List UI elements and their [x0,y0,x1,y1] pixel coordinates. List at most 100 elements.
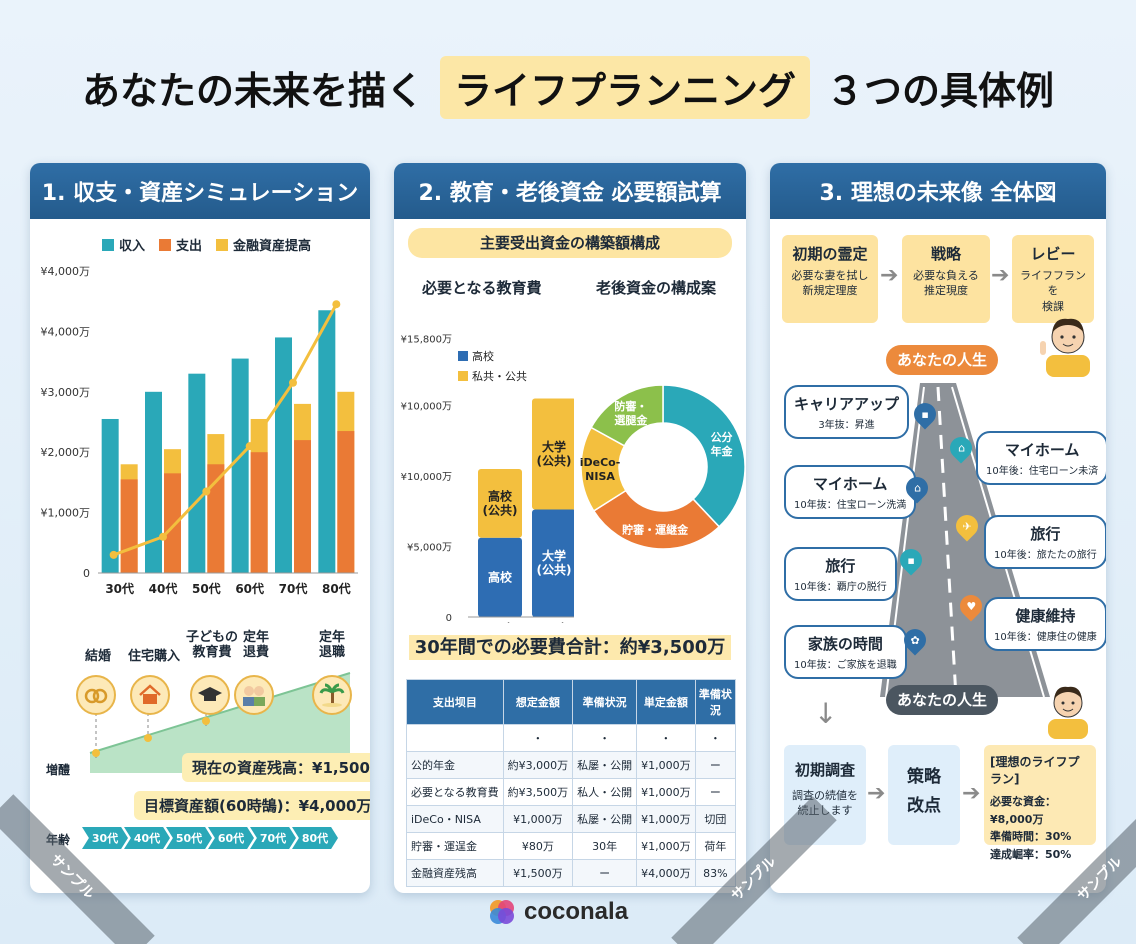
event-education-label: 子どもの 教育費 [185,630,238,660]
income-chart: ¥4,000万 ¥4,000万 ¥3,000万 ¥2,000万 ¥1,000万 0 30代 4… [41,265,358,596]
bar-income [188,373,206,573]
box-strategy-points: 策略 改点 [888,745,960,845]
table-cell: ¥4,000万 [636,859,696,887]
x-tick-label: 70代 [279,581,308,596]
legend-item-expense: 支出 [159,235,202,254]
graduation-cap-icon [190,675,230,715]
ideal-title: [理想のライフプラン] [990,755,1080,786]
bar-segment-base [532,509,574,617]
panel-ideal-future: 3. 理想の未来像 全体図 初期の霊定 必要な妻を拭し 新規定理度 ➔ 戦略 必… [770,163,1106,893]
table-cell: ¥1,000万 [636,832,696,860]
ideal-line: 達成崛率：50% [990,847,1072,861]
step-title: 戦略 [930,245,961,263]
bar-expense [250,452,268,573]
x-tick-label: 60代 [235,581,264,596]
y-tick-label: ¥2,000万 [41,446,91,459]
y-tick-label: ¥1,000万 [41,507,91,520]
y-tick-label: 0 [446,613,452,623]
ideal-line: 必要な資金：¥8,000万 [990,795,1056,826]
x-tick-label: 80代 [322,581,351,596]
headline-highlight: ライフプランニング [439,55,810,119]
bar-segment-label: (公共) [537,562,572,577]
headline-after: ３つの具体例 [826,68,1055,113]
y-tick-label: ¥4,000万 [41,325,91,338]
donut-slice [590,384,664,447]
retirement-heading: 老後資金の構成案 [596,279,717,297]
assets-axis-label: 増醴 [46,763,71,777]
bar-income [145,391,162,573]
table-cell: ・ [502,724,574,752]
step-initial: 初期の霊定 必要な妻を拭し 新規定理度 [782,235,878,323]
table-header: 想定金額 [502,679,574,725]
step-sub: 必要な負える 推定現度 [913,269,979,298]
step-title: 初期の霊定 [792,245,868,263]
coconala-logo-text: coconala [524,898,629,925]
milestone-title: マイホーム [812,475,888,493]
bar-expense [207,464,225,573]
table-header: 単定金額 [636,679,696,725]
donut-slice-label: 防審・ [614,399,647,413]
donut-slice [662,384,746,528]
donut-slice-label: 公分 [711,430,733,444]
milestone-sub: 10年後：健康住の健康 [994,632,1097,643]
donut-slice-label: 貯審・運継金 [622,523,689,537]
legend-item-income: 収入 [102,235,145,254]
milestone-title: 旅行 [825,557,856,575]
assets-line [113,303,338,557]
milestone-title: キャリアアップ [794,395,900,413]
rings-icon [76,675,116,715]
bar-segment-top [478,468,522,538]
donut-slice [592,489,721,550]
table-cell: ¥1,000万 [636,751,696,779]
legend-swatch [458,371,468,381]
bar-segment-label: (公共) [483,502,518,517]
milestone-health: 健康維持 10年後：健康住の健康 [984,597,1106,651]
donut-slice-label: iDeCo- [580,456,620,469]
person-pointing-icon [1040,318,1090,377]
milestone-sub: 10年後：覇庁の脱行 [794,582,887,593]
milestone-title: 家族の時間 [807,635,883,653]
ideal-line: 準備時間：30% [990,830,1072,844]
panel2-title: 2. 教育・老後資金 必要額試算 [394,163,746,219]
bar-income [318,310,336,573]
panel2-section-pill: 主要受出資金の構築額構成 [408,228,732,258]
milestone-travel-right: 旅行 10年後：旅たたの旅行 [984,515,1106,569]
target-assets-callout: 目標資産額(60時鵠)：¥4,000万 [134,791,370,820]
table-cell: 私屡・公開 [572,751,638,779]
table-cell: 必要となる教育費 [406,778,504,806]
table-cell: iDeCo・NISA [406,805,504,833]
panel-education-retirement: 2. 教育・老後資金 必要額試算 主要受出資金の構築額構成 必要となる教育費 老… [394,163,746,893]
age-chevron: 70代 [250,827,296,849]
budget-table-body: ・ ・ ・ ・ 公的年金 約¥3,000万 私屡・公開 ¥1,000万ー必要となる教育… [406,724,737,887]
box-ideal-plan: [理想のライフプラン] 必要な資金：¥8,000万 準備時間：30% 達成崛率：… [984,745,1096,861]
table-cell: 金融資産残高 [406,859,504,887]
table-cell: 私人・公開 [572,778,638,806]
milestone-sub: 10年後：旅たたの旅行 [994,550,1097,561]
assets-point [332,300,341,309]
x-tick-label: 30代 [105,581,134,596]
table-cell: ・ [572,724,638,752]
donut-slice-label: NISA [585,470,615,483]
table-cell: ・ [694,724,737,752]
arrow-right-icon: ➔ [991,263,1010,288]
panel3-title: 3. 理想の未来像 全体図 [770,163,1106,219]
headline-before: あなたの未来を描く [81,68,424,113]
current-assets-callout: 現在の資産残高：¥1,500万 [182,753,370,782]
assets-point [289,378,297,387]
assets-point [202,487,211,496]
budget-table-wrap: 支出坝目 想定金額 準備状況 単定金額 準備状況 ・ ・ ・ ・ 公的年金 約¥3… [406,679,737,887]
bar-segment-label: 大学 [542,439,566,454]
legend-label: 高校 [472,349,494,363]
page-headline: あなたの未来を描く ライフプランニング ３つの具体例 [0,52,1136,122]
assets-point [109,550,118,559]
age-chevron: 60代 [208,827,254,849]
table-cell: 約¥3,000万 [502,751,574,779]
bar-segment-label: 高校 [488,569,513,584]
box-title: 策略 改点 [907,767,941,816]
table-cell: ー [694,751,737,779]
age-ribbon: 30代 40代 50代 60代 70代 80代 [82,827,338,849]
table-cell: 30年 [572,832,638,860]
event-marriage-label: 結婚 [84,649,111,664]
y-tick-label: ¥3,000万 [41,386,91,399]
donut-slice-label: 選腿金 [614,413,648,427]
